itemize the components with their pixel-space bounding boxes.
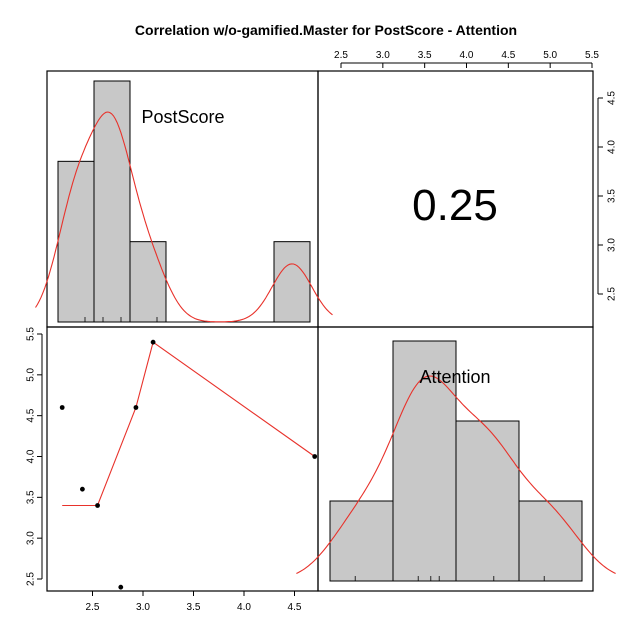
correlation-panel: 0.25 — [412, 181, 498, 230]
chart-title: Correlation w/o-gamified.Master for Post… — [135, 22, 517, 38]
outer-axes: 2.5 3.0 3.5 4.0 4.5 2.5 3.0 3.5 4.0 4.5 5.0 5.5 2.5 3… — [26, 50, 618, 613]
left-axis-tick-label: 4.5 — [26, 408, 37, 422]
scatter-point — [95, 503, 100, 508]
left-axis-tick-label: 2.5 — [26, 572, 37, 586]
scatter-panel — [59, 339, 318, 590]
scatter-point — [118, 584, 124, 590]
top-axis-tick-label: 3.0 — [376, 50, 390, 61]
scatter-point — [80, 486, 85, 492]
top-axis-tick-label: 2.5 — [334, 50, 348, 61]
top-axis-tick-label: 4.0 — [460, 50, 474, 61]
postscore-hist-bar — [273, 241, 311, 323]
correlation-value: 0.25 — [412, 181, 498, 230]
scatter-point — [59, 405, 65, 410]
panel-bottom-right-frame — [317, 326, 594, 592]
bottom-axis-tick-label: 4.5 — [288, 602, 302, 613]
bottom-axis-tick-label: 2.5 — [86, 602, 100, 613]
attention-label: Attention — [419, 367, 490, 387]
panel-bottom-left-frame — [46, 326, 319, 592]
postscore-histogram: PostScore — [35, 80, 333, 323]
attention-hist-bar — [329, 500, 394, 582]
top-axis-tick-label: 3.5 — [418, 50, 432, 61]
right-axis-tick-label: 4.5 — [607, 91, 618, 105]
right-axis-tick-label: 2.5 — [607, 287, 618, 301]
top-axis-tick-label: 5.5 — [585, 50, 599, 61]
bottom-axis-tick-label: 3.5 — [187, 602, 201, 613]
attention-histogram: Attention — [296, 340, 616, 582]
postscore-hist-bar — [129, 241, 167, 323]
attention-hist-bar — [392, 340, 457, 582]
scatter-point — [312, 454, 318, 459]
postscore-label: PostScore — [141, 107, 224, 127]
left-axis-tick-label: 5.5 — [26, 327, 37, 341]
left-axis-tick-label: 3.0 — [26, 531, 37, 545]
scatter-point — [150, 339, 156, 345]
right-axis-tick-label: 3.0 — [607, 238, 618, 252]
bottom-axis-tick-label: 4.0 — [237, 602, 251, 613]
left-axis-tick-label: 4.0 — [26, 449, 37, 463]
scatter-smooth-line — [62, 341, 316, 507]
top-axis-tick-label: 4.5 — [501, 50, 515, 61]
attention-hist-bar — [455, 420, 520, 582]
attention-hist-density-curve — [296, 375, 616, 574]
right-axis-tick-label: 4.0 — [607, 140, 618, 154]
postscore-hist-bar — [93, 80, 131, 323]
left-axis-tick-label: 5.0 — [26, 367, 37, 381]
top-axis-tick-label: 5.0 — [543, 50, 557, 61]
postscore-hist-density-curve — [35, 111, 333, 323]
scatter-point — [133, 405, 139, 410]
attention-hist-bar — [518, 500, 583, 582]
bottom-axis-tick-label: 3.0 — [136, 602, 150, 613]
left-axis-tick-label: 3.5 — [26, 490, 37, 504]
right-axis-tick-label: 3.5 — [607, 189, 618, 203]
postscore-hist-bar — [57, 160, 95, 323]
